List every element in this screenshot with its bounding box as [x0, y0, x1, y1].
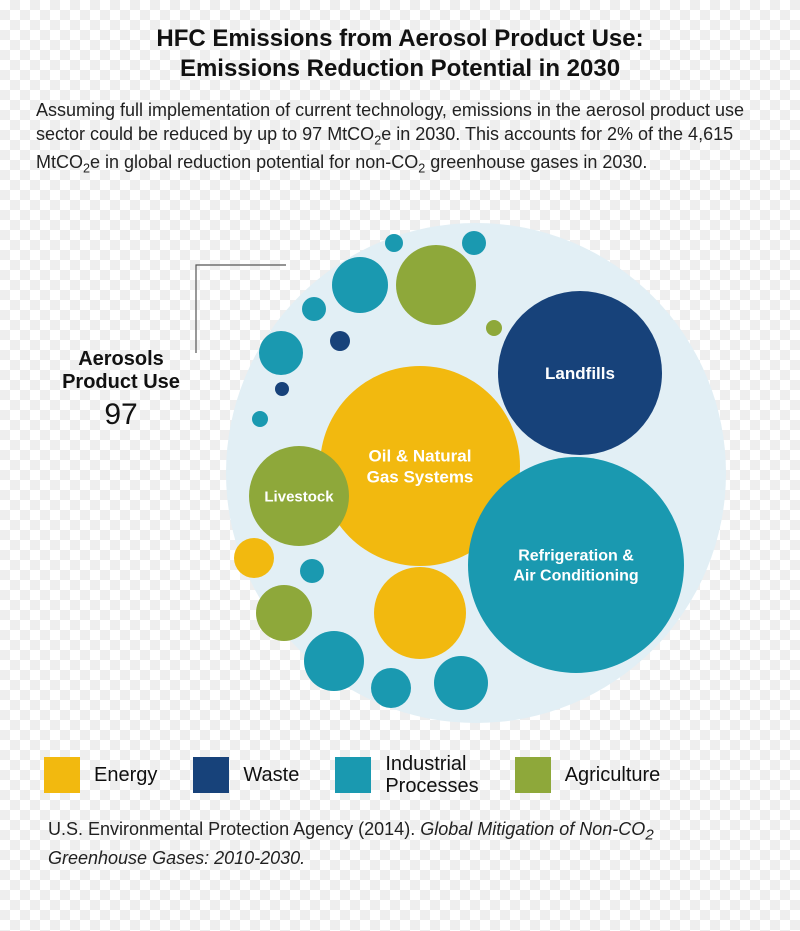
bubble-chart-svg: Oil & NaturalGas SystemsLandfillsRefrige… — [36, 183, 764, 743]
bubble — [256, 585, 312, 641]
legend: Energy Waste IndustrialProcesses Agricultur… — [36, 753, 764, 797]
legend-swatch — [515, 757, 551, 793]
bubble — [259, 331, 303, 375]
legend-swatch — [44, 757, 80, 793]
legend-label: Waste — [243, 764, 299, 786]
title-line-2: Emissions Reduction Potential in 2030 — [180, 55, 620, 82]
bubble — [332, 257, 388, 313]
bubble — [385, 234, 403, 252]
callout-line-1: Aerosols — [46, 348, 196, 371]
legend-swatch — [193, 757, 229, 793]
callout-value: 97 — [46, 398, 196, 432]
bubble — [434, 656, 488, 710]
legend-swatch — [335, 757, 371, 793]
legend-label: Agriculture — [565, 764, 661, 786]
legend-item: Agriculture — [515, 757, 661, 793]
legend-label: Energy — [94, 764, 157, 786]
bubble — [275, 382, 289, 396]
bubble — [396, 245, 476, 325]
bubble — [462, 231, 486, 255]
bubble — [300, 559, 324, 583]
legend-item: Waste — [193, 757, 299, 793]
bubble — [486, 320, 502, 336]
bubble — [468, 457, 684, 673]
title-line-1: HFC Emissions from Aerosol Product Use: — [156, 25, 643, 52]
callout-label: Aerosols Product Use 97 — [46, 348, 196, 432]
legend-item: IndustrialProcesses — [335, 753, 478, 797]
bubble-label: Livestock — [264, 489, 334, 506]
bubble — [234, 538, 274, 578]
chart-title: HFC Emissions from Aerosol Product Use: … — [36, 24, 764, 84]
bubble-chart: Oil & NaturalGas SystemsLandfillsRefrige… — [36, 183, 764, 743]
bubble — [374, 567, 466, 659]
bubble — [252, 411, 268, 427]
legend-item: Energy — [44, 757, 157, 793]
bubble — [304, 631, 364, 691]
bubble-label: Landfills — [545, 364, 615, 383]
bubble — [302, 297, 326, 321]
callout-line-2: Product Use — [46, 371, 196, 394]
chart-description: Assuming full implementation of current … — [36, 98, 764, 177]
bubble — [371, 668, 411, 708]
bubble — [330, 331, 350, 351]
source-citation: U.S. Environmental Protection Agency (20… — [36, 817, 764, 870]
legend-label: IndustrialProcesses — [385, 753, 478, 797]
